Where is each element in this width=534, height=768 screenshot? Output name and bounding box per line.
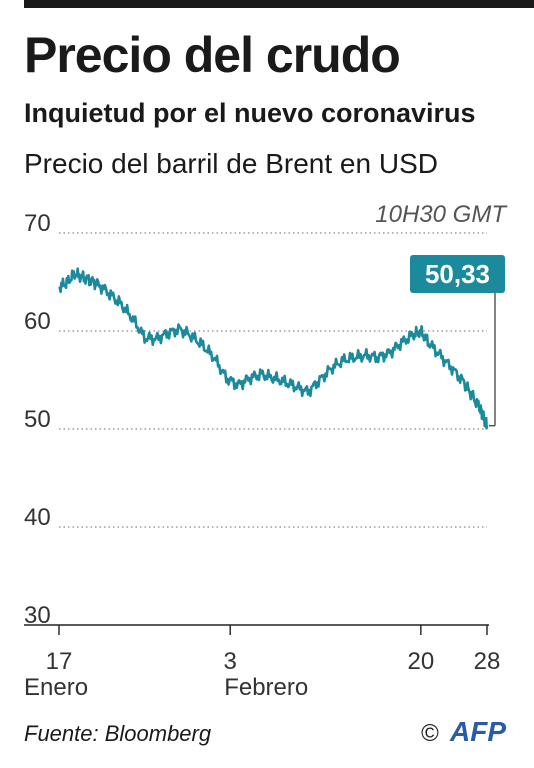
credit: © AFP — [421, 716, 506, 748]
chart-subtitle: Inquietud por el nuevo coronavirus — [24, 98, 476, 128]
x-tick-label: 3 — [224, 648, 237, 675]
source-note: Fuente: Bloomberg — [24, 721, 212, 746]
x-tick-label: 17 — [46, 648, 73, 675]
y-tick-label: 40 — [24, 504, 51, 531]
chart-title: Precio del crudo — [24, 27, 401, 83]
top-rule — [24, 0, 534, 8]
x-tick-label: 28 — [474, 648, 501, 675]
chart-description: Precio del barril de Brent en USD — [24, 148, 438, 179]
y-tick-label: 50 — [24, 406, 51, 433]
y-tick-label: 70 — [24, 210, 51, 237]
y-tick-label: 60 — [24, 308, 51, 335]
x-tick-label: 20 — [408, 648, 435, 675]
x-tick-sublabel: Enero — [24, 674, 88, 701]
x-tick-sublabel: Febrero — [224, 674, 308, 701]
brent-price-line — [57, 267, 489, 430]
timestamp: 10H30 GMT — [375, 201, 506, 228]
last-value-badge — [410, 255, 505, 293]
copyright-symbol: © — [421, 720, 439, 747]
afp-logo: AFP — [450, 716, 506, 747]
last-value-label: 50,33 — [425, 259, 490, 289]
